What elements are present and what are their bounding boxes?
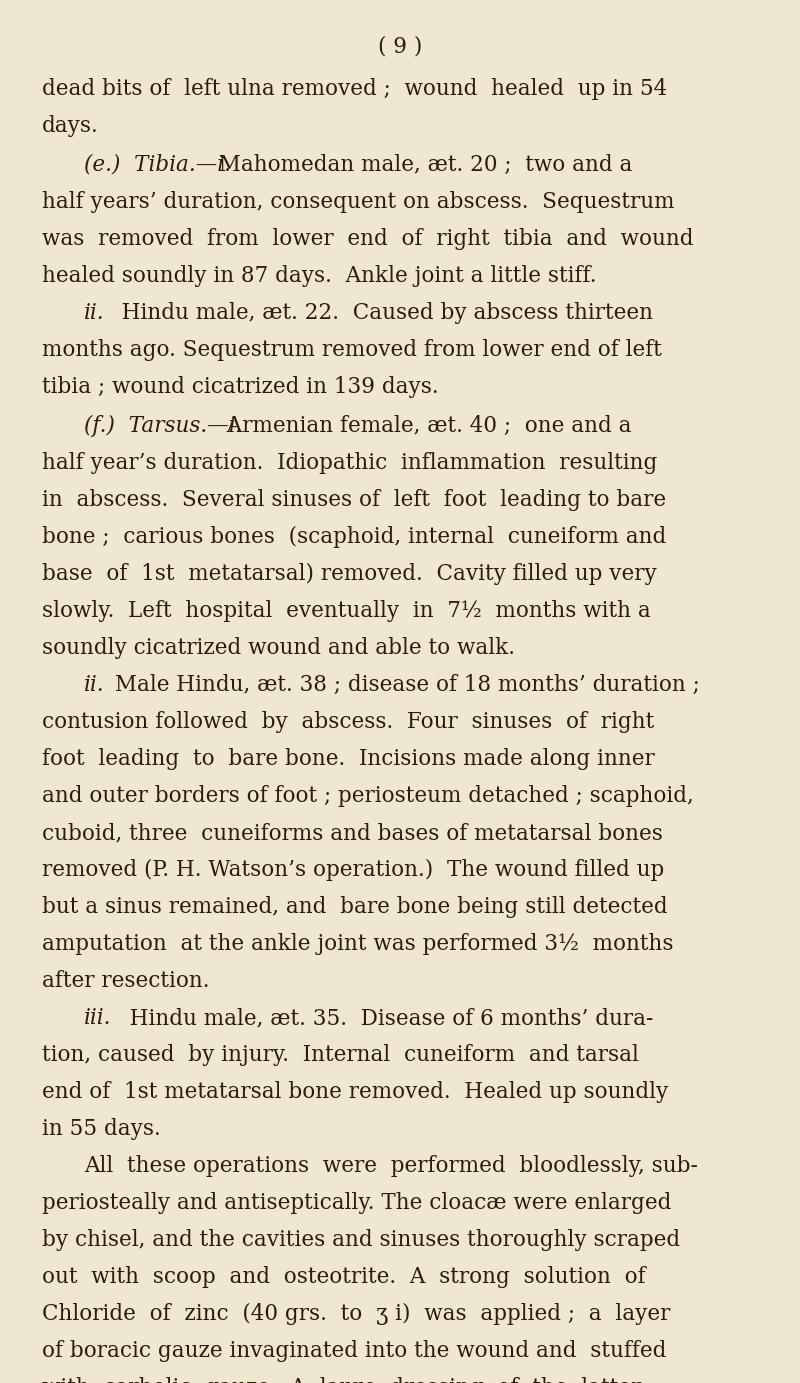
Text: of boracic gauze invaginated into the wound and  stuffed: of boracic gauze invaginated into the wo… (42, 1340, 666, 1362)
Text: Mahomedan male, æt. 20 ;  two and a: Mahomedan male, æt. 20 ; two and a (205, 154, 632, 176)
Text: Male Hindu, æt. 38 ; disease of 18 months’ duration ;: Male Hindu, æt. 38 ; disease of 18 month… (108, 674, 700, 696)
Text: was  removed  from  lower  end  of  right  tibia  and  wound: was removed from lower end of right tibi… (42, 228, 694, 250)
Text: in  abscess.  Several sinuses of  left  foot  leading to bare: in abscess. Several sinuses of left foot… (42, 490, 666, 510)
Text: in 55 days.: in 55 days. (42, 1117, 161, 1140)
Text: Armenian female, æt. 40 ;  one and a: Armenian female, æt. 40 ; one and a (213, 415, 631, 437)
Text: end of  1st metatarsal bone removed.  Healed up soundly: end of 1st metatarsal bone removed. Heal… (42, 1082, 668, 1104)
Text: dead bits of  left ulna removed ;  wound  healed  up in 54: dead bits of left ulna removed ; wound h… (42, 77, 667, 100)
Text: (f.)  Tarsus.—i.: (f.) Tarsus.—i. (84, 415, 242, 437)
Text: months ago. Sequestrum removed from lower end of left: months ago. Sequestrum removed from lowe… (42, 339, 662, 361)
Text: half years’ duration, consequent on abscess.  Sequestrum: half years’ duration, consequent on absc… (42, 191, 674, 213)
Text: periosteally and antiseptically. The cloacæ were enlarged: periosteally and antiseptically. The clo… (42, 1192, 671, 1214)
Text: tibia ; wound cicatrized in 139 days.: tibia ; wound cicatrized in 139 days. (42, 376, 438, 398)
Text: after resection.: after resection. (42, 969, 210, 992)
Text: tion, caused  by injury.  Internal  cuneiform  and tarsal: tion, caused by injury. Internal cuneifo… (42, 1044, 639, 1066)
Text: ii.: ii. (84, 674, 105, 696)
Text: slowly.  Left  hospital  eventually  in  7½  months with a: slowly. Left hospital eventually in 7½ m… (42, 600, 650, 622)
Text: foot  leading  to  bare bone.  Incisions made along inner: foot leading to bare bone. Incisions mad… (42, 748, 654, 770)
Text: ( 9 ): ( 9 ) (378, 36, 422, 58)
Text: removed (P. H. Watson’s operation.)  The wound filled up: removed (P. H. Watson’s operation.) The … (42, 859, 664, 881)
Text: iii.: iii. (84, 1007, 111, 1029)
Text: ii.: ii. (84, 301, 105, 324)
Text: days.: days. (42, 115, 98, 137)
Text: bone ;  carious bones  (scaphoid, internal  cuneiform and: bone ; carious bones (scaphoid, internal… (42, 526, 666, 548)
Text: with  carbolic  gauze.  A  large  dressing  of  the  latter: with carbolic gauze. A large dressing of… (42, 1377, 642, 1383)
Text: contusion followed  by  abscess.  Four  sinuses  of  right: contusion followed by abscess. Four sinu… (42, 711, 654, 733)
Text: soundly cicatrized wound and able to walk.: soundly cicatrized wound and able to wal… (42, 638, 515, 660)
Text: healed soundly in 87 days.  Ankle joint a little stiff.: healed soundly in 87 days. Ankle joint a… (42, 266, 597, 288)
Text: (e.)  Tibia.—i.: (e.) Tibia.—i. (84, 154, 231, 176)
Text: Chloride  of  zinc  (40 grs.  to  ʒ i)  was  applied ;  a  layer: Chloride of zinc (40 grs. to ʒ i) was ap… (42, 1303, 670, 1325)
Text: amputation  at the ankle joint was performed 3½  months: amputation at the ankle joint was perfor… (42, 934, 674, 956)
Text: out  with  scoop  and  osteotrite.  A  strong  solution  of: out with scoop and osteotrite. A strong … (42, 1265, 646, 1288)
Text: Hindu male, æt. 35.  Disease of 6 months’ dura-: Hindu male, æt. 35. Disease of 6 months’… (116, 1007, 654, 1029)
Text: half year’s duration.  Idiopathic  inflammation  resulting: half year’s duration. Idiopathic inflamm… (42, 452, 658, 474)
Text: and outer borders of foot ; periosteum detached ; scaphoid,: and outer borders of foot ; periosteum d… (42, 786, 694, 808)
Text: by chisel, and the cavities and sinuses thoroughly scraped: by chisel, and the cavities and sinuses … (42, 1229, 680, 1252)
Text: cuboid, three  cuneiforms and bases of metatarsal bones: cuboid, three cuneiforms and bases of me… (42, 822, 663, 844)
Text: Hindu male, æt. 22.  Caused by abscess thirteen: Hindu male, æt. 22. Caused by abscess th… (108, 301, 653, 324)
Text: but a sinus remained, and  bare bone being still detected: but a sinus remained, and bare bone bein… (42, 896, 668, 918)
Text: base  of  1st  metatarsal) removed.  Cavity filled up very: base of 1st metatarsal) removed. Cavity … (42, 563, 657, 585)
Text: All  these operations  were  performed  bloodlessly, sub-: All these operations were performed bloo… (84, 1155, 698, 1177)
